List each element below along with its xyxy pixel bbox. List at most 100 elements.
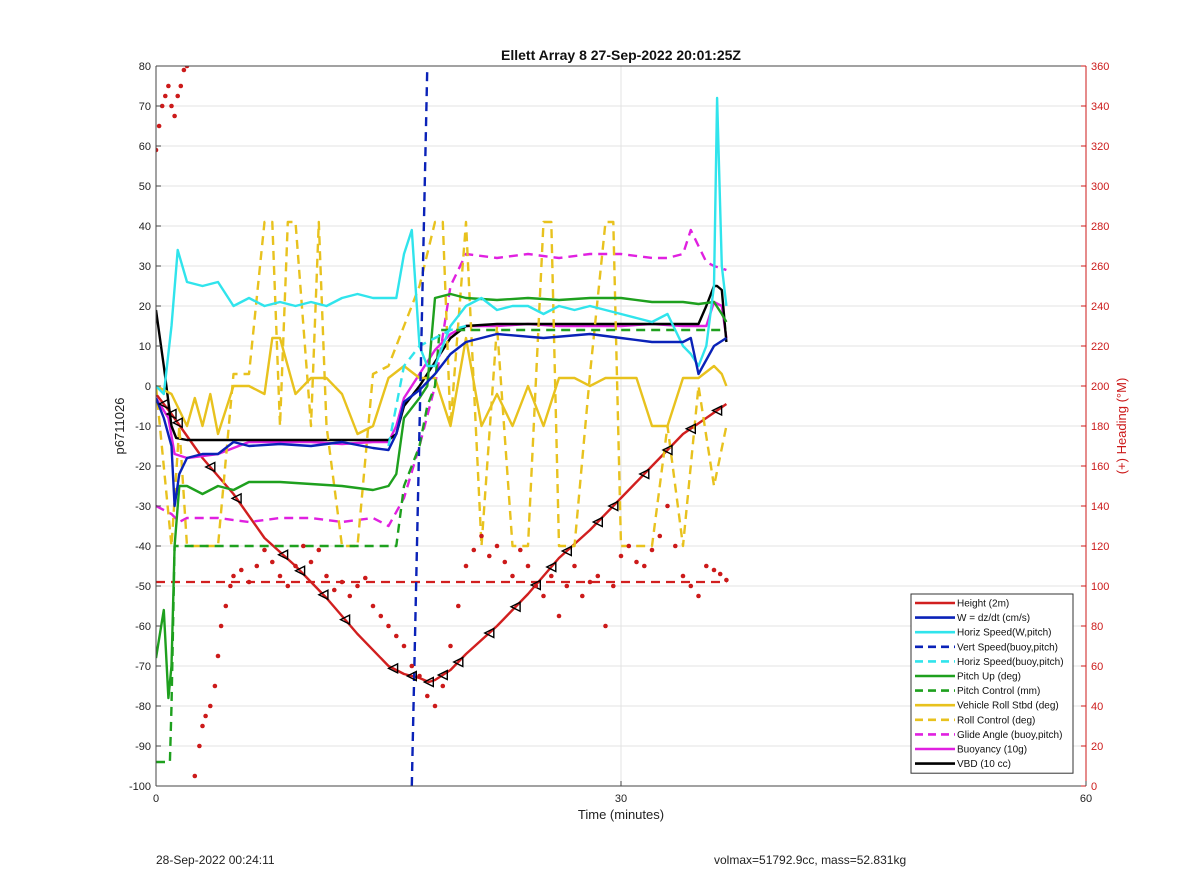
heading-point [197,743,202,749]
series-line-vbd-10-cc [156,284,728,442]
y-tick-label: 70 [139,101,151,113]
y2-tick-label: 160 [1091,461,1109,473]
x-tick-label: 60 [1080,793,1092,805]
heading-point [163,93,168,99]
heading-point [717,571,723,577]
heading-point [231,573,236,579]
height-marker [545,561,557,573]
heading-point [308,559,314,565]
height-marker [157,398,170,410]
legend-entry-w-dz-dt-cm-s: W = dz/dt (cm/s) [957,613,1030,624]
series-line-horiz-speed-w-pitch [156,96,728,396]
heading-point [432,703,438,709]
series-line-buoyancy-10g [156,300,728,460]
footer-timestamp: 28-Sep-2022 00:24:11 [156,853,275,867]
legend-entry-vert-speed-buoy-pitch: Vert Speed(buoy,pitch) [957,642,1058,653]
y2-tick-label: 100 [1091,581,1109,593]
series-line-horiz-speed-buoy-pitch [387,324,467,447]
x-axis-label: Time (minutes) [578,807,664,822]
heading-point [181,67,187,73]
y2-tick-label: 120 [1091,541,1109,553]
height-marker [294,565,306,577]
heading-point [541,593,546,599]
heading-point [657,533,663,539]
x-tick-label: 30 [615,793,627,805]
heading-point [355,583,360,589]
y2-tick-label: 300 [1091,181,1109,193]
height-marker [422,676,434,688]
y2-tick-label: 360 [1091,61,1109,73]
heading-point [611,583,616,589]
heading-point [525,563,531,569]
heading-point [626,543,632,549]
height-marker [638,468,650,480]
series-line-glide-angle-buoy-pitch [156,228,727,528]
heading-point [228,583,233,589]
heading-point [564,583,570,589]
heading-point [665,503,670,509]
heading-point [223,603,229,609]
heading-point [401,643,407,649]
y-tick-label: 40 [139,221,151,233]
heading-point [277,573,283,579]
height-marker [317,589,329,601]
y2-tick-label: 0 [1091,781,1097,793]
heading-point [603,623,608,629]
y2-tick-label: 60 [1091,661,1103,673]
heading-point [178,83,184,89]
heading-point [572,563,577,569]
heading-point [471,547,477,553]
y-axis-label: p6711026 [112,398,127,455]
height-marker [339,613,351,626]
heading-point [184,66,190,69]
heading-point [556,613,562,619]
heading-point [711,567,717,573]
heading-point [262,547,267,553]
heading-point [203,713,208,719]
y-tick-label: -100 [129,781,151,793]
height-marker [387,662,399,675]
heading-point [494,543,500,549]
height-marker [711,404,723,417]
y2-tick-label: 180 [1091,421,1109,433]
legend-entry-vbd-10-cc: VBD (10 cc) [957,759,1011,770]
heading-point [394,633,399,639]
legend: Height (2m) W = dz/dt (cm/s) Horiz Speed(W… [910,593,1074,774]
heading-point [549,573,554,579]
height-marker [277,549,289,561]
height-marker [560,545,572,557]
y-tick-label: -20 [135,461,151,473]
heading-point [649,547,655,553]
heading-point [254,563,260,569]
height-marker [405,670,417,682]
height-marker [607,500,619,512]
y-tick-label: -90 [135,741,151,753]
heading-point [642,563,647,569]
legend-entry-buoyancy-10g: Buoyancy (10g) [957,745,1027,756]
y-tick-label: 80 [139,61,151,73]
heading-point [159,103,165,109]
heading-point [200,723,205,729]
heading-point [386,623,391,629]
heading-point [634,559,639,565]
heading-point [239,567,244,573]
y2-tick-label: 40 [1091,701,1103,713]
series-line-pitch-up-deg [156,292,728,700]
heading-point [518,547,523,553]
y2-axis-label: (+) Heading (°M) [1114,378,1129,475]
y-tick-label: 60 [139,141,151,153]
y2-tick-label: 240 [1091,301,1109,313]
height-marker [165,408,177,420]
series-line-vert-speed-buoy-pitch [410,66,429,786]
y2-tick-label: 20 [1091,741,1103,753]
height-marker [483,627,495,639]
series-line-w-dz-dt-cm-s [156,332,728,508]
y2-tick-label: 80 [1091,621,1103,633]
heading-point [285,583,291,589]
heading-point [463,563,469,569]
legend-entry-vehicle-roll-stbd-deg: Vehicle Roll Stbd (deg) [957,701,1059,712]
heading-point [156,147,159,153]
heading-point [324,573,329,579]
heading-point [208,703,213,709]
